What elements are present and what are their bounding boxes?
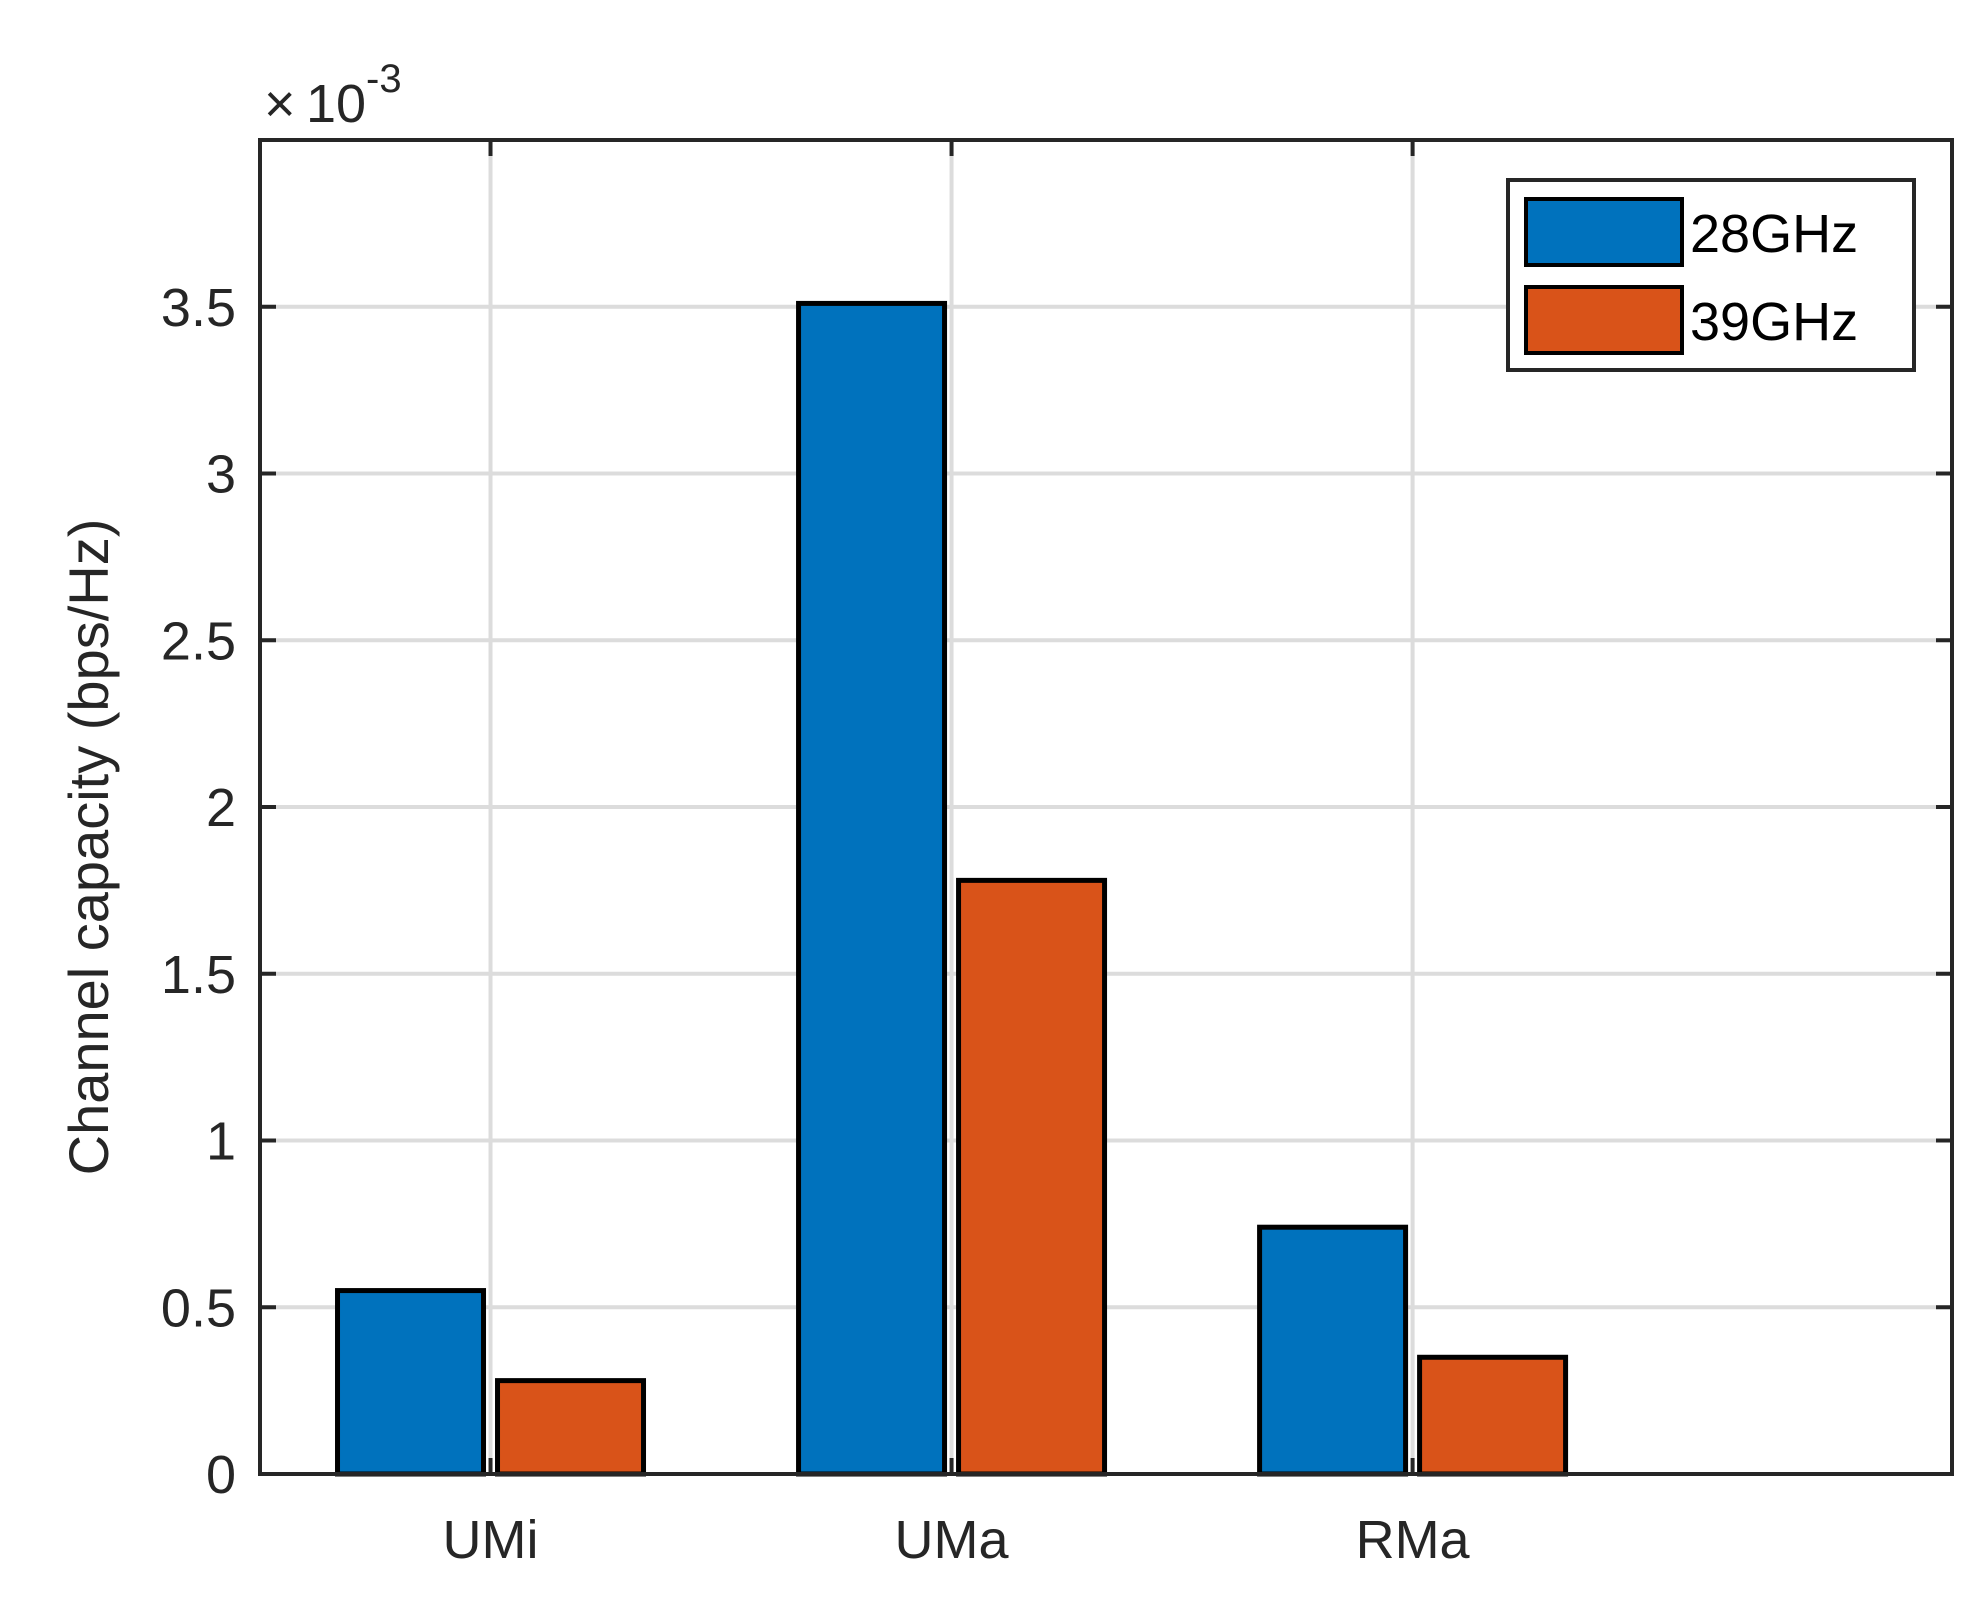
bar-28ghz-uma: [796, 300, 948, 1477]
bar-28ghz-rma: [1257, 1224, 1409, 1477]
bar-28ghz-umi: [335, 1288, 487, 1477]
legend-label-28ghz: 28GHz: [1690, 204, 1858, 264]
y-tick-label: 0: [206, 1445, 236, 1505]
tick-marks: [260, 140, 1952, 1476]
y-tick-label: 1.5: [161, 945, 236, 1005]
x-tick-labels: UMi UMa RMa: [443, 1510, 1471, 1570]
x-tick-label: RMa: [1356, 1510, 1471, 1570]
x-tick-label: UMi: [443, 1510, 539, 1570]
y-tick-labels: 0 0.5 1 1.5 2 2.5 3 3.5: [161, 278, 236, 1505]
bars: [335, 300, 1569, 1477]
exponent-base: 10: [306, 74, 366, 134]
bar-39ghz-umi: [495, 1378, 647, 1477]
exponent-power: -3: [366, 57, 402, 101]
legend-swatch-39ghz: [1524, 285, 1684, 355]
y-tick-label: 2: [206, 778, 236, 838]
bar-39ghz-uma: [956, 877, 1108, 1477]
y-tick-label: 3: [206, 445, 236, 505]
y-tick-label: 0.5: [161, 1278, 236, 1338]
y-axis-label: Channel capacity (bps/Hz): [57, 519, 120, 1176]
legend-label-39ghz: 39GHz: [1690, 292, 1858, 352]
exponent-times-sign: ×: [264, 74, 296, 134]
x-tick-label: UMa: [895, 1510, 1010, 1570]
y-tick-label: 1: [206, 1112, 236, 1172]
legend-swatch-28ghz: [1524, 197, 1684, 267]
legend: 28GHz 39GHz: [1506, 178, 1916, 372]
y-tick-label: 2.5: [161, 611, 236, 671]
axis-exponent-label: × 10 -3: [264, 57, 402, 134]
y-tick-label: 3.5: [161, 278, 236, 338]
bar-39ghz-rma: [1417, 1354, 1569, 1477]
